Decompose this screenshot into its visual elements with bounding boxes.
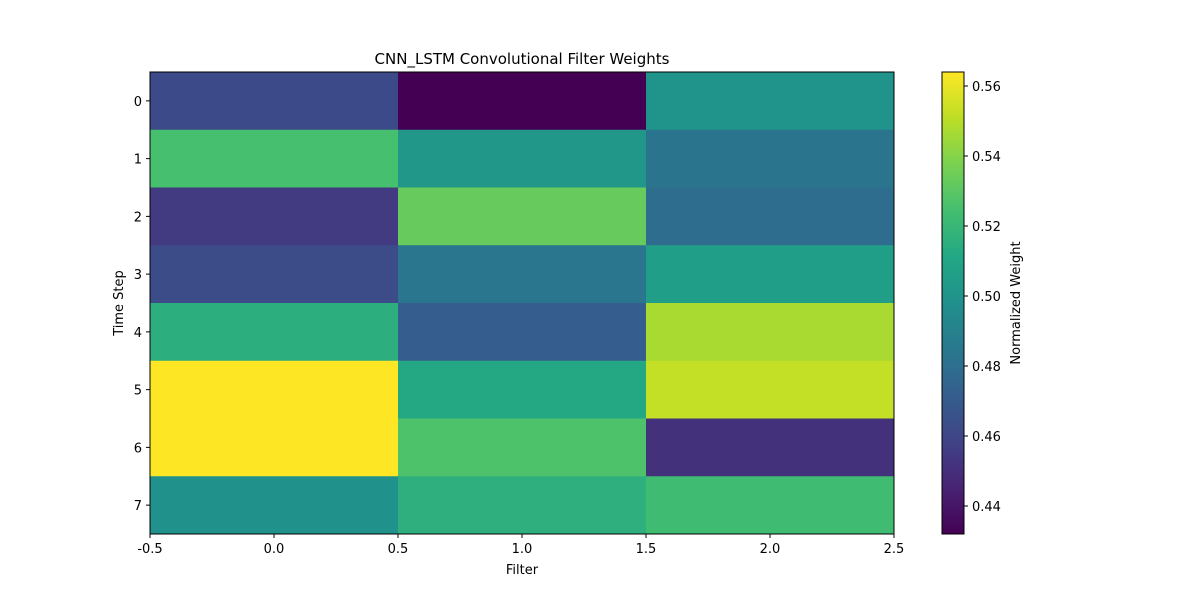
x-tick-label: 2.5 — [884, 542, 905, 557]
x-tick-label: 1.0 — [512, 542, 533, 557]
y-tick-label: 5 — [134, 384, 142, 399]
heatmap-cell — [398, 129, 647, 188]
colorbar-ticks: 0.44 0.46 0.48 0.50 0.52 0.54 0.56 — [964, 80, 1001, 515]
x-axis-label: Filter — [506, 563, 539, 578]
colorbar-tick-label: 0.54 — [972, 150, 1001, 165]
heatmap-cell — [150, 303, 399, 362]
y-tick-label: 2 — [134, 210, 142, 225]
colorbar-tick-label: 0.52 — [972, 220, 1001, 235]
colorbar-tick-label: 0.50 — [972, 290, 1001, 305]
heatmap-cell — [150, 245, 399, 304]
heatmap-cell — [398, 476, 647, 535]
y-tick-label: 3 — [134, 268, 142, 283]
colorbar-tick-label: 0.56 — [972, 80, 1001, 95]
x-tick-label: 1.5 — [636, 542, 657, 557]
heatmap-cells — [150, 72, 895, 535]
heatmap-cell — [646, 360, 895, 419]
colorbar-tick-label: 0.48 — [972, 360, 1001, 375]
heatmap-cell — [398, 187, 647, 246]
y-tick-label: 1 — [134, 153, 142, 168]
heatmap-cell — [646, 187, 895, 246]
y-axis-ticks: 0 1 2 3 4 5 6 7 — [134, 95, 150, 514]
heatmap-cell — [150, 418, 399, 477]
x-tick-label: -0.5 — [137, 542, 162, 557]
heatmap-cell — [150, 72, 399, 131]
x-tick-label: 2.0 — [760, 542, 781, 557]
heatmap-cell — [398, 360, 647, 419]
colorbar-tick-label: 0.46 — [972, 430, 1001, 445]
heatmap-cell — [398, 303, 647, 362]
colorbar-tick-label: 0.44 — [972, 500, 1001, 515]
heatmap-cell — [150, 360, 399, 419]
heatmap-cell — [646, 476, 895, 535]
heatmap-cell — [150, 129, 399, 188]
heatmap-cell — [646, 418, 895, 477]
heatmap-cell — [150, 476, 399, 535]
y-tick-label: 4 — [134, 326, 142, 341]
colorbar-label: Normalized Weight — [1009, 241, 1024, 364]
x-tick-label: 0.5 — [388, 542, 409, 557]
heatmap-cell — [398, 245, 647, 304]
heatmap-cell — [646, 129, 895, 188]
chart-title: CNN_LSTM Convolutional Filter Weights — [375, 50, 670, 69]
colorbar — [941, 71, 965, 535]
heatmap-cell — [646, 72, 895, 131]
heatmap-cell — [398, 418, 647, 477]
heatmap-cell — [646, 245, 895, 304]
heatmap-cell — [150, 187, 399, 246]
heatmap-cell — [646, 303, 895, 362]
x-tick-label: 0.0 — [264, 542, 285, 557]
heatmap-cell — [398, 72, 647, 131]
y-tick-label: 6 — [134, 441, 142, 456]
y-tick-label: 0 — [134, 95, 142, 110]
y-axis-label: Time Step — [112, 270, 127, 337]
x-axis-ticks: -0.5 0.0 0.5 1.0 1.5 2.0 2.5 — [137, 534, 904, 557]
y-tick-label: 7 — [134, 499, 142, 514]
